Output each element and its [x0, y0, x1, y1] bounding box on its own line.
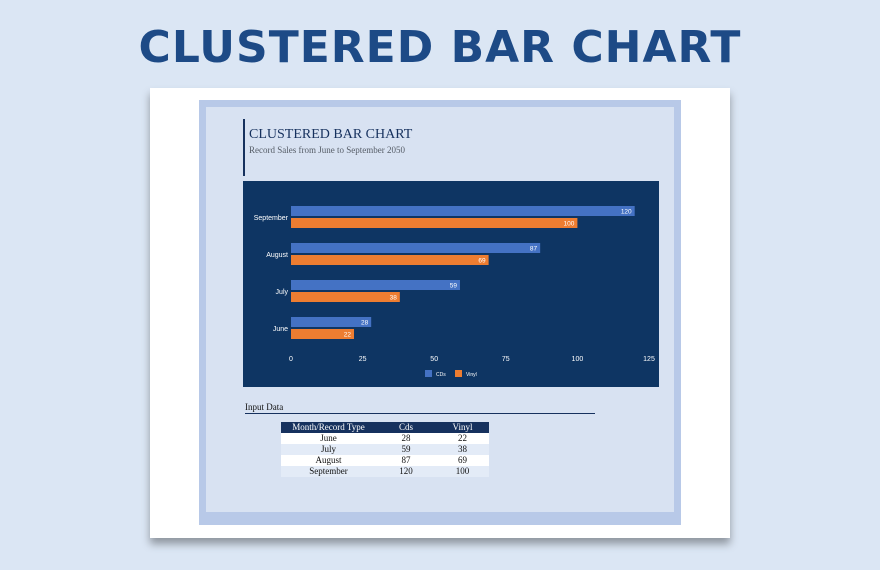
x-tick-label: 25: [359, 356, 367, 363]
header-month: Month/Record Type: [281, 422, 376, 433]
chart-panel: CLUSTERED BAR CHART Record Sales from Ju…: [206, 107, 674, 512]
table-cell: 22: [436, 433, 489, 444]
table-cell: 38: [436, 444, 489, 455]
table-cell: September: [281, 466, 376, 477]
table-row: June 28 22: [281, 433, 489, 444]
data-label: 28: [361, 320, 369, 327]
category-label: June: [273, 326, 288, 333]
category-label: July: [276, 289, 289, 296]
table-cell: 59: [376, 444, 436, 455]
table-row: July 59 38: [281, 444, 489, 455]
data-label: 22: [344, 332, 352, 339]
x-tick-label: 100: [572, 356, 584, 363]
data-label: 38: [390, 295, 398, 302]
data-label: 59: [450, 283, 458, 290]
table-cell: 120: [376, 466, 436, 477]
data-label: 120: [621, 209, 632, 216]
chart-title: CLUSTERED BAR CHART: [249, 127, 413, 142]
category-label: September: [254, 215, 289, 222]
table-header-row: Month/Record Type Cds Vinyl: [281, 422, 489, 433]
bar-vinyl: [291, 292, 400, 302]
bar-cds: [291, 243, 541, 253]
table-row: August 87 69: [281, 455, 489, 466]
data-label: 100: [564, 221, 575, 228]
title-block: CLUSTERED BAR CHART Record Sales from Ju…: [243, 119, 412, 176]
table-cell: June: [281, 433, 376, 444]
table-row: September 120 100: [281, 466, 489, 477]
input-data-heading: Input Data: [245, 402, 595, 414]
bar-cds: [291, 317, 372, 327]
table-cell: August: [281, 455, 376, 466]
table-cell: 100: [436, 466, 489, 477]
legend-label: Vinyl: [466, 372, 477, 378]
data-label: 87: [530, 246, 538, 253]
legend-swatch-cds: [425, 370, 432, 377]
x-tick-label: 125: [643, 356, 655, 363]
document-sheet: CLUSTERED BAR CHART Record Sales from Ju…: [150, 88, 730, 538]
table-cell: 69: [436, 455, 489, 466]
bar-vinyl: [291, 329, 355, 339]
bar-cds: [291, 280, 460, 290]
chart-subtitle: Record Sales from June to September 2050: [249, 145, 405, 155]
category-label: August: [266, 252, 288, 259]
x-tick-label: 75: [502, 356, 510, 363]
x-tick-label: 0: [289, 356, 293, 363]
legend-label: CDs: [436, 372, 446, 378]
table-cell: 28: [376, 433, 436, 444]
legend-swatch-vinyl: [455, 370, 462, 377]
header-cds: Cds: [376, 422, 436, 433]
input-data-table: Month/Record Type Cds Vinyl June 28 22 J…: [281, 422, 489, 477]
bar-cds: [291, 206, 635, 216]
bar-chart: June 28 22 July 59 38 August 87 69 September 120 10…: [243, 181, 659, 387]
bar-vinyl: [291, 255, 489, 265]
table-cell: July: [281, 444, 376, 455]
data-label: 69: [478, 258, 486, 265]
chart-frame: CLUSTERED BAR CHART Record Sales from Ju…: [199, 100, 681, 525]
banner-title: CLUSTERED BAR CHART: [138, 22, 742, 73]
header-vinyl: Vinyl: [436, 422, 489, 433]
bar-vinyl: [291, 218, 578, 228]
table-cell: 87: [376, 455, 436, 466]
x-tick-label: 50: [430, 356, 438, 363]
